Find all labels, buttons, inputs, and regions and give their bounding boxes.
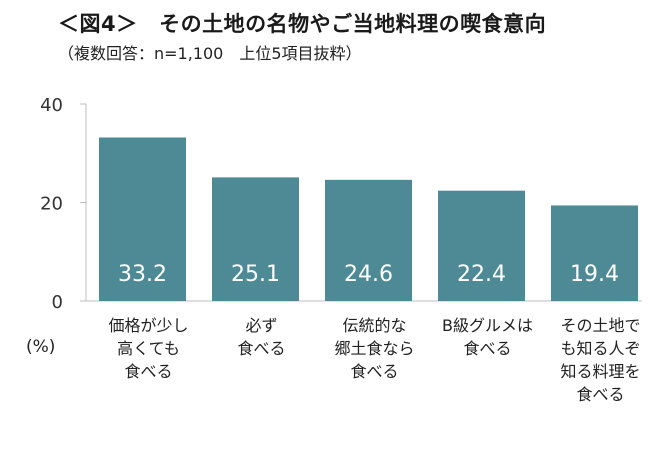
category-label: 郷土食なら <box>334 339 414 358</box>
bar <box>212 177 299 301</box>
bar-value-label: 33.2 <box>118 262 167 287</box>
category-label: 必ず <box>245 316 277 335</box>
bar-value-label: 22.4 <box>457 262 506 287</box>
bar-value-label: 25.1 <box>231 262 280 287</box>
category-label: 食べる <box>576 385 624 404</box>
value-labels: 33.2 25.1 24.6 22.4 19.4 <box>118 262 619 287</box>
category-label: 高くても <box>117 339 180 358</box>
category-label: 食べる <box>463 339 511 358</box>
bar <box>551 205 638 301</box>
category-label: 食べる <box>237 339 285 358</box>
category-label: 価格が少し <box>108 316 188 335</box>
category-label: 食べる <box>124 362 172 381</box>
y-tick-label: 0 <box>52 292 63 313</box>
y-tick-label: 40 <box>40 95 63 116</box>
category-labels: 価格が少し高くても食べる必ず食べる伝統的な郷土食なら食べるB級グルメは食べるその… <box>108 316 640 404</box>
bar-value-label: 24.6 <box>344 262 393 287</box>
chart-subtitle: （複数回答：n=1,100 上位5項目抜粋） <box>58 44 362 63</box>
bar <box>99 137 186 301</box>
bar-value-label: 19.4 <box>570 262 619 287</box>
category-label: 伝統的な <box>342 316 406 335</box>
category-label: 食べる <box>350 362 398 381</box>
category-label: も知る人ぞ <box>560 339 640 358</box>
category-label: B級グルメは <box>442 316 533 335</box>
y-tick-label: 20 <box>40 194 63 215</box>
y-unit-label: (%) <box>26 337 55 357</box>
category-label: その土地で <box>560 316 640 335</box>
chart-title: ＜図4＞ その土地の名物やご当地料理の喫食意向 <box>58 12 547 36</box>
bar <box>438 190 525 301</box>
bars <box>99 137 638 301</box>
bar <box>325 179 412 301</box>
category-label: 知る料理を <box>560 362 640 381</box>
